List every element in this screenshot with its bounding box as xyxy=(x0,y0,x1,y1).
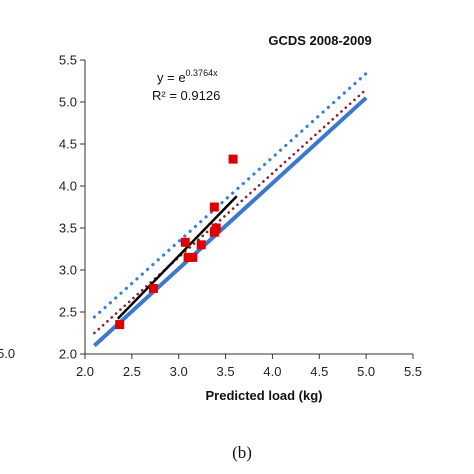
y-tick-label: 3.0 xyxy=(59,263,77,278)
x-tick-label: 5.0 xyxy=(357,364,375,379)
data-point xyxy=(228,154,238,164)
y-tick-label: 2.0 xyxy=(59,347,77,362)
data-point xyxy=(115,320,125,330)
data-point xyxy=(196,240,206,250)
trend-lines xyxy=(92,71,368,348)
x-tick-label: 3.0 xyxy=(170,364,188,379)
data-point xyxy=(211,223,221,233)
data-point xyxy=(180,237,190,247)
data-points xyxy=(115,154,238,330)
y-tick-label: 4.5 xyxy=(59,137,77,152)
x-tick-label: 4.0 xyxy=(263,364,281,379)
regression-equation: y = e0.3764x xyxy=(157,68,218,85)
data-point xyxy=(183,252,193,262)
data-point xyxy=(188,252,198,262)
x-tick-label: 2.5 xyxy=(123,364,141,379)
dotted-line xyxy=(93,88,368,335)
x-tick-label: 2.0 xyxy=(76,364,94,379)
r-squared-label: R² = 0.9126 xyxy=(152,88,220,103)
x-tick-label: 4.5 xyxy=(310,364,328,379)
axes: 2.0 2.5 3.0 3.5 4.0 4.5 5.0 5.5 2.0 2.5 3.0 3.5 4.0 4… xyxy=(59,53,422,380)
equation-base: y = e xyxy=(157,70,186,85)
x-tick-label: 5.5 xyxy=(404,364,422,379)
y-tick-label: 5.0 xyxy=(59,95,77,110)
solid-line xyxy=(116,195,238,320)
y-tick-label: 4.0 xyxy=(59,179,77,194)
dotted-line xyxy=(92,71,368,319)
data-point xyxy=(209,202,219,212)
y-tick-label: 3.5 xyxy=(59,221,77,236)
solid-line xyxy=(93,96,368,348)
chart-title: GCDS 2008-2009 xyxy=(268,33,371,48)
x-axis-label: Predicted load (kg) xyxy=(205,388,322,403)
x-tick-label: 3.5 xyxy=(217,364,235,379)
equation-exponent: 0.3764x xyxy=(186,68,219,78)
data-point xyxy=(148,283,158,293)
y-tick-label: 2.5 xyxy=(59,305,77,320)
left-fragment-label: 5.0 xyxy=(0,346,15,361)
y-tick-label: 5.5 xyxy=(59,53,77,68)
figure-caption: (b) xyxy=(232,443,252,462)
